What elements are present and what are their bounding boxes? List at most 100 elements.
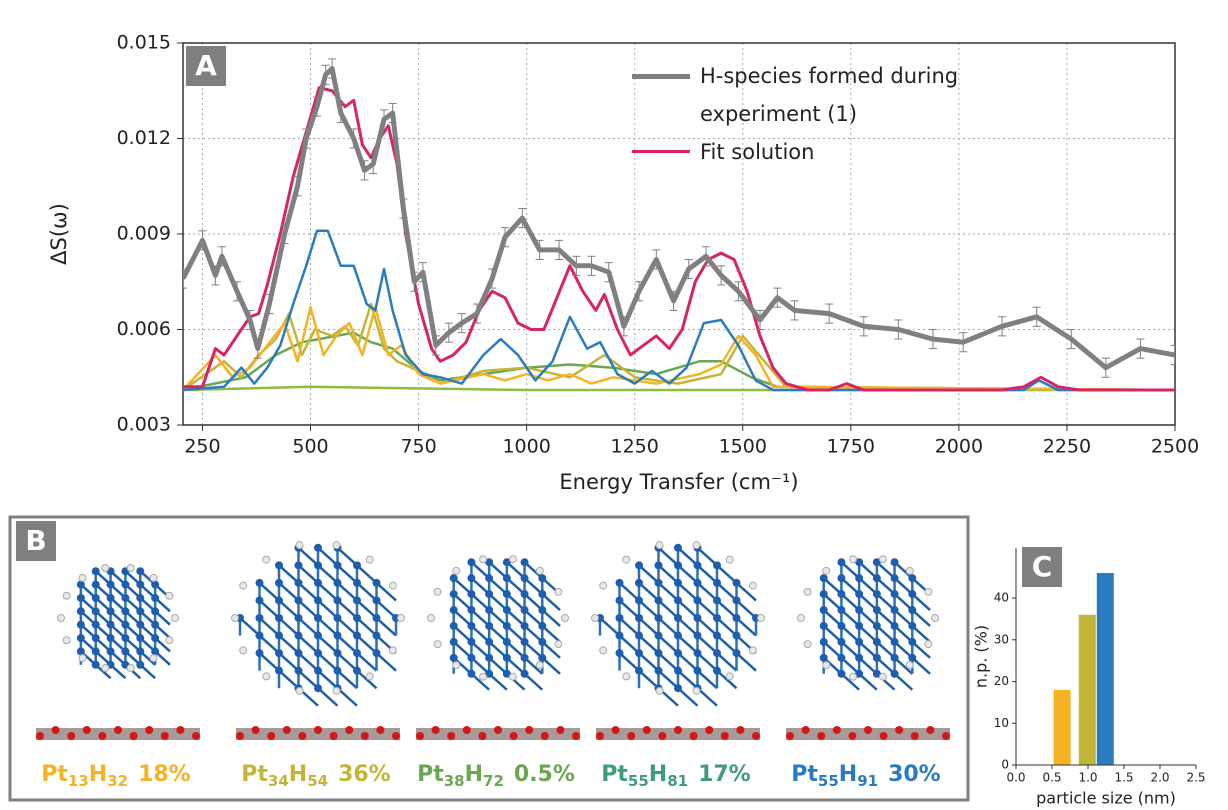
atom xyxy=(314,579,322,587)
cluster-label-part: 54 xyxy=(307,772,328,790)
x-tick-label: 0.5 xyxy=(1042,771,1061,785)
h-atom xyxy=(480,556,487,563)
atom xyxy=(151,581,159,589)
atom xyxy=(256,596,264,604)
atom xyxy=(151,634,159,642)
atom xyxy=(891,590,899,598)
atom xyxy=(295,667,303,675)
atom xyxy=(136,634,144,642)
atom xyxy=(855,654,863,662)
y-axis-label: ΔS(ω) xyxy=(47,203,71,265)
atom xyxy=(373,632,381,640)
substrate-o xyxy=(130,732,138,740)
atom xyxy=(121,594,129,602)
atom xyxy=(820,654,828,662)
bar xyxy=(1079,615,1096,765)
atom xyxy=(674,544,682,552)
atom xyxy=(837,574,845,582)
h-atom xyxy=(726,673,733,680)
cluster-label-part: Pt xyxy=(601,762,628,787)
panel-a: 0.0030.0060.0090.0120.015250500750100012… xyxy=(47,32,1199,495)
substrate-o xyxy=(67,732,75,740)
cluster-label-part: 32 xyxy=(107,772,128,790)
atom xyxy=(655,561,663,569)
substrate-o xyxy=(880,732,888,740)
x-tick-label: 0.0 xyxy=(1006,771,1025,785)
h-atom xyxy=(509,673,516,680)
h-atom xyxy=(804,588,811,595)
panel-c: 0102030400.00.51.01.52.02.5particle size… xyxy=(972,547,1206,808)
atom xyxy=(694,632,702,640)
h-atom xyxy=(150,574,157,581)
substrate-o xyxy=(690,732,698,740)
cluster-label-part: 0.5% xyxy=(514,762,575,787)
atom xyxy=(485,590,493,598)
substrate-o xyxy=(802,726,810,734)
atom xyxy=(107,621,115,629)
y-tick-label: 0.015 xyxy=(117,32,171,54)
substrate-o xyxy=(463,726,471,734)
atom xyxy=(467,558,475,566)
h-atom xyxy=(555,588,562,595)
atom xyxy=(275,561,283,569)
h-atom xyxy=(296,687,303,694)
cluster-label-part: 72 xyxy=(483,772,504,790)
atom xyxy=(820,574,828,582)
atom xyxy=(521,558,529,566)
atom xyxy=(334,667,342,675)
h-atom xyxy=(925,641,932,648)
h-atom xyxy=(906,662,913,669)
atom xyxy=(616,614,624,622)
legend-entry: H-species formed during experiment (1) xyxy=(632,57,970,133)
atom xyxy=(855,590,863,598)
substrate-o xyxy=(525,726,533,734)
h-atom xyxy=(480,673,487,680)
atom xyxy=(873,622,881,630)
substrate-o xyxy=(833,726,841,734)
atom xyxy=(855,574,863,582)
h-atom xyxy=(63,637,70,644)
substrate-o xyxy=(572,732,580,740)
atom xyxy=(538,590,546,598)
atom xyxy=(485,574,493,582)
x-tick-label: 750 xyxy=(400,436,436,458)
atom xyxy=(136,581,144,589)
atom xyxy=(674,579,682,587)
atom xyxy=(275,632,283,640)
atom xyxy=(334,579,342,587)
atom xyxy=(151,647,159,655)
atom xyxy=(521,606,529,614)
atom xyxy=(151,607,159,615)
atom xyxy=(92,661,100,669)
atom xyxy=(733,614,741,622)
x-tick-label: 1.0 xyxy=(1078,771,1097,785)
panel-label: A xyxy=(195,49,217,82)
atom xyxy=(538,622,546,630)
atom xyxy=(616,649,624,657)
atom xyxy=(314,614,322,622)
atom xyxy=(314,649,322,657)
atom xyxy=(873,638,881,646)
substrate-o xyxy=(541,732,549,740)
atom xyxy=(855,606,863,614)
cluster-label: Pt55H8117% xyxy=(601,762,750,790)
cluster-label-part: 30% xyxy=(888,762,941,787)
atom xyxy=(908,574,916,582)
atom xyxy=(873,574,881,582)
atom xyxy=(256,632,264,640)
cluster-label-part: 17% xyxy=(698,762,751,787)
atom xyxy=(275,596,283,604)
atom xyxy=(837,622,845,630)
atom xyxy=(485,606,493,614)
atom xyxy=(521,654,529,662)
substrate-o xyxy=(705,726,713,734)
atom xyxy=(353,579,361,587)
substrate-o xyxy=(236,732,244,740)
legend-entry: Fit solution xyxy=(632,133,970,171)
atom xyxy=(694,649,702,657)
h-atom xyxy=(166,637,173,644)
h-atom xyxy=(63,592,70,599)
atom xyxy=(121,607,129,615)
substrate-o xyxy=(926,726,934,734)
atom xyxy=(334,614,342,622)
